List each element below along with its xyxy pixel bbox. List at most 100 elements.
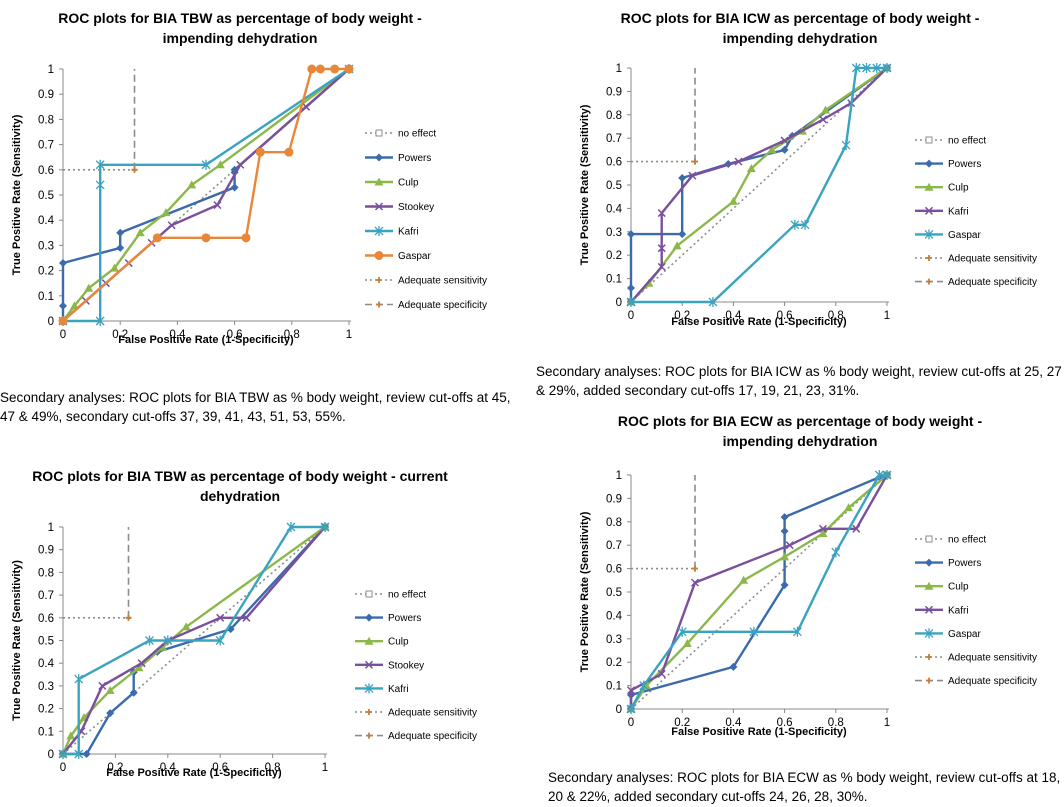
- y-tick-label: 0.3: [606, 227, 622, 239]
- y-tick-label: 0.1: [38, 726, 54, 738]
- legend-label: no effect: [388, 590, 426, 601]
- data-point-marker: [161, 208, 171, 217]
- data-point-marker: [677, 626, 687, 637]
- roc-plot-icw-impending: 0 0.1 0.2 0.3 0.4 0.5 0.6 0.7 0.8 0.9 1 0 0.2 0.4 0.6 0…: [579, 63, 1037, 328]
- legend-item-kafri: Kafri: [915, 605, 969, 616]
- series-line-powers: [63, 526, 326, 756]
- y-tick-label: 0.4: [606, 610, 623, 622]
- data-point-marker: [785, 541, 794, 550]
- x-tick-label: 0.2: [112, 329, 128, 341]
- data-point-marker: [215, 160, 225, 169]
- chart-title: ROC plots for BIA TBW as percentage of b…: [58, 10, 422, 46]
- legend-item-adequate-sensitivity: Adequate sensitivity: [915, 653, 1037, 664]
- y-axis-label: True Positive Rate (Sensitivity): [11, 114, 23, 275]
- legend-label: Kafri: [948, 605, 969, 616]
- data-point-marker: [780, 136, 789, 145]
- series-kafri: [58, 522, 330, 759]
- data-point-marker: [657, 244, 666, 253]
- data-point-marker: [657, 669, 666, 678]
- legend-item-stookey: Stookey: [355, 660, 424, 671]
- series-line-kafri: [630, 67, 888, 303]
- data-point-marker: [682, 638, 692, 647]
- y-tick-label: 0.3: [38, 240, 54, 252]
- y-tick-label: 0.5: [606, 180, 622, 192]
- data-point-marker: [690, 578, 700, 587]
- data-point-marker: [746, 164, 756, 173]
- data-point-marker: [780, 513, 789, 522]
- y-tick-label: 0.8: [38, 567, 54, 579]
- y-tick-label: 0.2: [38, 266, 54, 278]
- x-tick-label: 0.6: [212, 762, 228, 774]
- x-tick-label: 0: [628, 717, 634, 729]
- legend-label: Culp: [398, 178, 419, 189]
- series-powers: [627, 471, 891, 713]
- x-tick-label: 0.2: [107, 762, 123, 774]
- y-tick-label: 0.6: [606, 564, 622, 576]
- legend: no effect Powers Culp Kafri Gaspar Adequate s…: [915, 535, 1037, 687]
- x-tick-label: 0.4: [725, 310, 742, 322]
- data-point-marker: [780, 552, 790, 561]
- data-point-marker: [82, 750, 91, 758]
- data-point-marker: [780, 145, 789, 154]
- data-point-marker: [672, 241, 682, 250]
- data-point-marker: [344, 64, 354, 74]
- legend-label: Culp: [948, 183, 969, 194]
- legend-label: Culp: [388, 637, 409, 648]
- legend-marker: [366, 709, 372, 715]
- data-point-marker: [307, 64, 317, 74]
- data-point-marker: [818, 115, 828, 124]
- caption-tbw: Secondary analyses: ROC plots for BIA TB…: [0, 390, 511, 424]
- y-tick-label: 0.3: [38, 681, 54, 693]
- y-tick-label: 0.7: [606, 133, 622, 145]
- series-adequate-specificity: [692, 475, 698, 572]
- x-tick-label: 0.4: [725, 717, 742, 729]
- data-point-marker: [284, 147, 294, 157]
- data-point-marker: [320, 522, 330, 532]
- series-adequate-specificity: [692, 68, 698, 165]
- data-point-marker: [109, 263, 119, 272]
- data-point-marker: [241, 233, 251, 243]
- x-tick-label: 0.6: [777, 717, 793, 729]
- data-point-marker: [657, 262, 666, 271]
- legend-item-adequate-sensitivity: Adequate sensitivity: [915, 254, 1037, 265]
- x-tick-label: 1: [884, 310, 890, 322]
- legend-marker: [374, 226, 384, 236]
- data-point-marker: [330, 64, 340, 74]
- y-tick-label: 0.2: [38, 704, 54, 716]
- legend-marker: [924, 182, 934, 191]
- data-point-marker: [780, 580, 789, 589]
- data-point-marker: [792, 626, 802, 637]
- y-tick-label: 0: [616, 704, 622, 716]
- data-point-marker: [678, 230, 687, 239]
- legend-marker: [925, 558, 933, 567]
- series-line-kafri: [629, 474, 889, 709]
- data-point-marker: [639, 680, 649, 691]
- data-point-marker: [852, 524, 861, 533]
- data-point-marker: [181, 622, 191, 631]
- y-tick-label: 0.6: [38, 613, 54, 625]
- y-tick-label: 0.7: [38, 590, 54, 602]
- legend-item-adequate-specificity: Adequate specificity: [915, 277, 1037, 288]
- legend-marker: [925, 535, 933, 543]
- x-tick-label: 0.8: [265, 762, 281, 774]
- data-point-marker: [167, 221, 176, 230]
- data-point-marker: [236, 160, 245, 169]
- y-tick-label: 0.8: [38, 114, 54, 126]
- x-axis-label: False Positive Rate (1-Specificity): [106, 767, 282, 779]
- legend-item-culp: Culp: [915, 581, 969, 593]
- legend-label: Culp: [948, 582, 969, 593]
- legend-label: Adequate specificity: [398, 300, 487, 311]
- legend-label: Adequate specificity: [948, 277, 1037, 288]
- data-point-marker: [74, 674, 84, 685]
- x-tick-label: 0.8: [828, 310, 844, 322]
- legend: no effect Powers Culp Stookey Kafri Adequate …: [355, 590, 477, 742]
- y-tick-label: 0.5: [38, 636, 54, 648]
- legend-label: Adequate specificity: [948, 676, 1037, 687]
- x-axis-label: False Positive Rate (1-Specificity): [118, 334, 294, 346]
- series-adequate-sensitivity: [631, 565, 698, 572]
- data-point-marker: [767, 145, 777, 154]
- series-culp: [626, 470, 892, 713]
- data-point-marker: [59, 301, 67, 310]
- legend-label: Adequate sensitivity: [948, 254, 1037, 265]
- data-point-marker: [201, 233, 211, 243]
